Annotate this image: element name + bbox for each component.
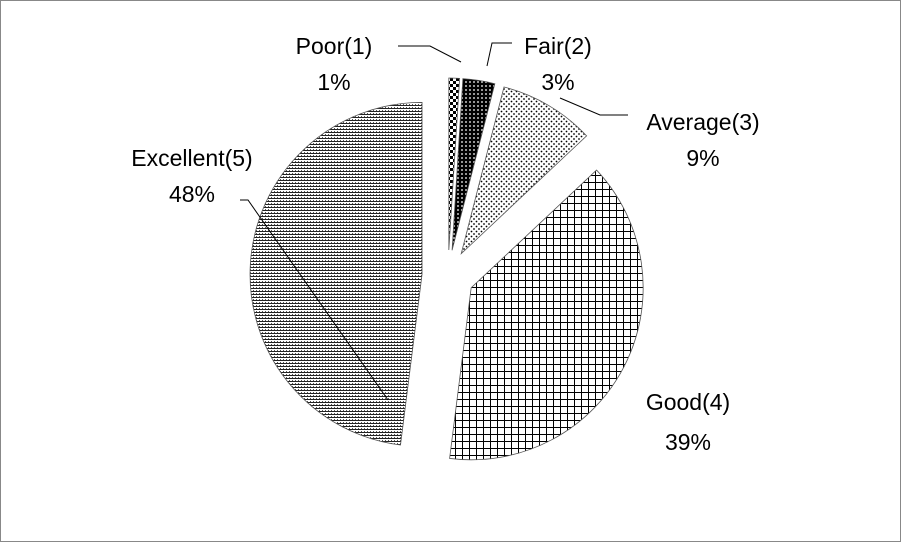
value-label: 3%	[541, 69, 574, 95]
leader-line	[486, 42, 512, 67]
category-label: Good(4)	[646, 389, 730, 415]
pie-slice	[249, 101, 423, 446]
pie-slice	[460, 86, 588, 255]
value-label: 1%	[317, 69, 350, 95]
pie-slice	[449, 169, 644, 461]
category-label: Poor(1)	[296, 33, 373, 59]
category-label: Fair(2)	[524, 33, 592, 59]
pie-slice	[448, 77, 461, 251]
leader-line	[559, 97, 628, 116]
value-label: 48%	[169, 181, 215, 207]
value-label: 9%	[686, 145, 719, 171]
leader-line	[398, 45, 462, 63]
category-label: Excellent(5)	[131, 145, 252, 171]
leader-line	[240, 199, 389, 401]
pie-slice	[451, 78, 496, 251]
category-label: Average(3)	[646, 109, 759, 135]
value-label: 39%	[665, 429, 711, 455]
